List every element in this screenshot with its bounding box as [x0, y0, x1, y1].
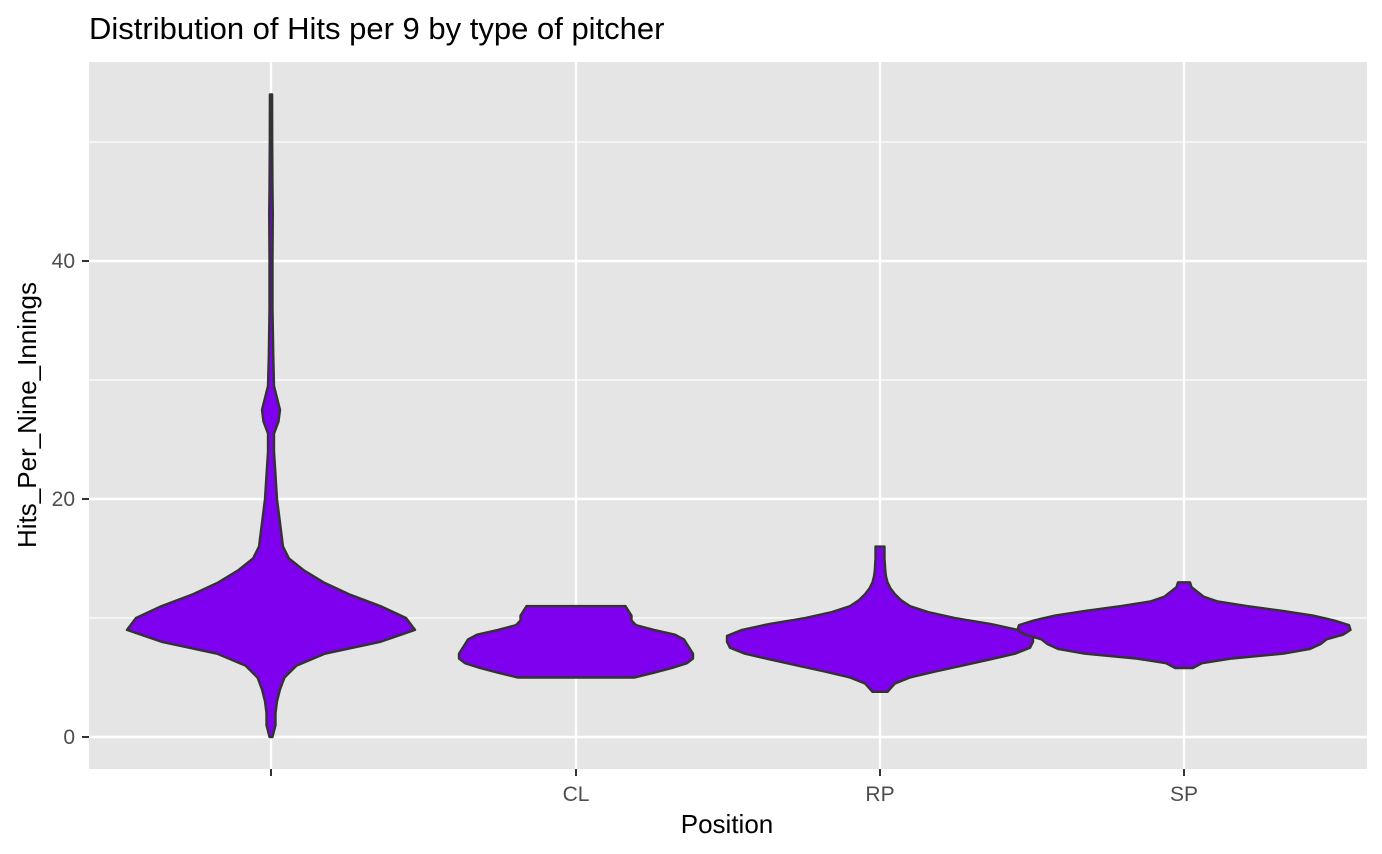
- violin-SP: [1016, 581, 1352, 670]
- violins: [125, 93, 1352, 739]
- violin-CL: [457, 604, 695, 679]
- violin-blank: [125, 93, 417, 739]
- x-tick-label: SP: [1170, 783, 1198, 806]
- axes: 0 20 40 CL RP SP: [52, 250, 1198, 806]
- x-tick-label: CL: [563, 783, 590, 806]
- y-tick-label: 0: [63, 726, 75, 749]
- chart-title: Distribution of Hits per 9 by type of pi…: [89, 11, 664, 46]
- x-tick-label: RP: [865, 783, 894, 806]
- y-axis-title: Hits_Per_Nine_Innings: [12, 282, 42, 548]
- y-tick-label: 20: [52, 488, 75, 511]
- x-axis-title: Position: [681, 809, 774, 839]
- violin-RP: [725, 545, 1035, 693]
- y-tick-label: 40: [52, 250, 75, 273]
